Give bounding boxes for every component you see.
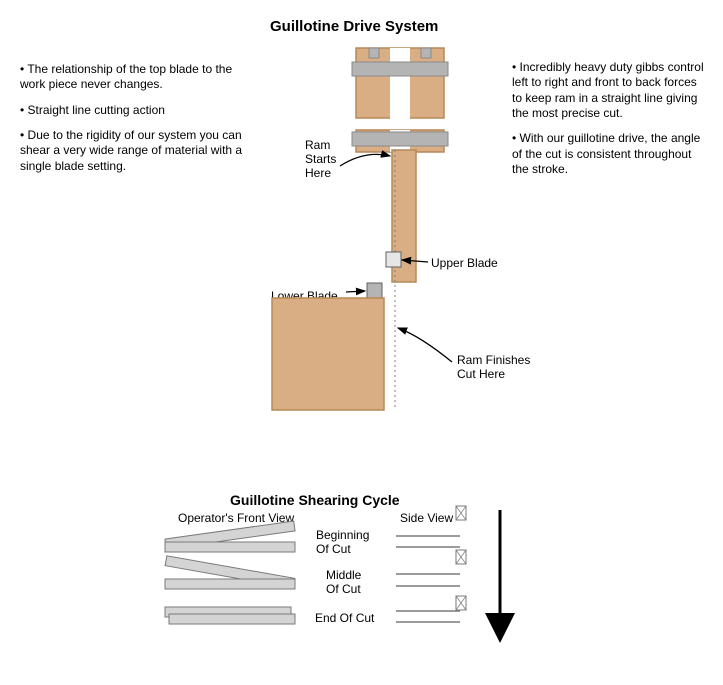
diagram-svg [0,0,723,685]
diagram-page: { "canvas": { "width": 723, "height": 68… [0,0,723,685]
